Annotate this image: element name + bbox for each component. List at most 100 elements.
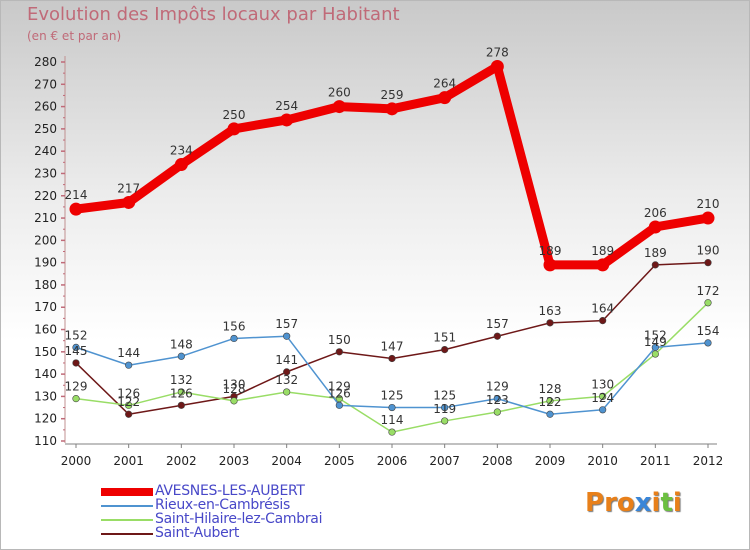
data-label-1-2009: 189 — [539, 244, 562, 258]
series-point-1-2001 — [122, 195, 136, 209]
data-label-3-2001: 126 — [117, 386, 140, 400]
y-tick-label-250: 250 — [34, 122, 57, 136]
data-label-4-2011: 189 — [644, 246, 667, 260]
series-4 — [72, 259, 712, 418]
data-label-2-2004: 157 — [275, 317, 298, 331]
series-point-4-2000 — [72, 359, 80, 367]
y-tick-label-170: 170 — [34, 300, 57, 314]
data-label-3-2008: 123 — [486, 393, 509, 407]
chart-subtitle: (en € et par an) — [27, 29, 122, 43]
data-label-4-2001: 122 — [117, 395, 140, 409]
series-point-4-2004 — [283, 368, 291, 376]
series-point-4-2002 — [177, 401, 185, 409]
data-label-4-2006: 147 — [381, 340, 404, 354]
data-label-4-2002: 126 — [170, 386, 193, 400]
proxiti-logo: Proxiti — [585, 488, 682, 518]
y-tick-label-270: 270 — [34, 77, 57, 91]
data-labels: 214 217 234 250 254 260 259 264 278 189 189 206 210 1… — [65, 45, 720, 427]
data-label-3-2010: 130 — [591, 377, 614, 391]
data-label-2-2008: 129 — [486, 380, 509, 394]
series-point-1-2003 — [227, 122, 241, 136]
data-label-1-2004: 254 — [275, 99, 298, 113]
y-tick-label-210: 210 — [34, 211, 57, 225]
y-tick-label-190: 190 — [34, 256, 57, 270]
logo-letter: o — [616, 488, 635, 518]
data-label-2-2001: 144 — [117, 346, 140, 360]
series-1 — [69, 59, 715, 272]
y-tick-label-260: 260 — [34, 100, 57, 114]
series-point-3-2000 — [72, 395, 80, 403]
y-tick-label-110: 110 — [34, 434, 57, 448]
x-tick-label-2005: 2005 — [324, 454, 355, 468]
legend-swatch-rieux — [101, 505, 153, 507]
data-label-1-2000: 214 — [65, 188, 88, 202]
series-point-3-2010 — [599, 392, 607, 401]
data-label-4-2004: 141 — [275, 353, 298, 367]
data-label-3-2003: 128 — [223, 382, 246, 396]
data-label-2-2010: 124 — [591, 391, 614, 405]
series-point-2-2009 — [546, 410, 554, 418]
x-tick-label-2012: 2012 — [693, 454, 724, 468]
series-point-3-2008 — [493, 408, 501, 416]
series-point-3-2012 — [704, 299, 712, 307]
data-label-2-2002: 148 — [170, 337, 193, 351]
data-label-4-2007: 151 — [433, 331, 456, 345]
x-tick-label-2010: 2010 — [587, 454, 618, 468]
series-point-3-2009 — [546, 397, 554, 405]
y-tick-label-130: 130 — [34, 389, 57, 403]
data-label-2-2011: 152 — [644, 328, 667, 342]
series-point-4-2005 — [335, 348, 343, 356]
series-point-1-2007 — [438, 91, 452, 105]
y-tick-label-140: 140 — [34, 367, 57, 381]
legend-label-saint-hilaire: Saint-Hilaire-lez-Cambrai — [155, 511, 323, 527]
data-label-3-2012: 172 — [697, 284, 720, 298]
y-tick-label-220: 220 — [34, 189, 57, 203]
legend-label-rieux: Rieux-en-Cambrésis — [155, 497, 290, 513]
x-tick-label-2008: 2008 — [482, 454, 513, 468]
series-point-1-2000 — [69, 202, 83, 216]
x-tick-label-2003: 2003 — [219, 454, 250, 468]
series-point-4-2009 — [546, 319, 554, 327]
data-label-4-2000: 145 — [65, 344, 88, 358]
data-label-1-2007: 264 — [433, 77, 456, 91]
series-point-2-2002 — [177, 352, 185, 360]
series-point-1-2008 — [490, 59, 504, 73]
x-tick-label-2009: 2009 — [535, 454, 566, 468]
data-label-4-2012: 190 — [697, 244, 720, 258]
series-point-4-2008 — [493, 332, 501, 340]
series-point-2-2003 — [230, 334, 238, 343]
series-point-3-2003 — [230, 397, 238, 405]
series-layer — [69, 59, 715, 436]
x-tick-label-2006: 2006 — [377, 454, 408, 468]
series-point-4-2011 — [651, 261, 659, 269]
data-label-1-2006: 259 — [381, 88, 404, 102]
series-point-2-2007 — [441, 403, 449, 412]
series-point-3-2001 — [125, 401, 133, 409]
series-point-1-2006 — [385, 102, 399, 116]
series-point-2-2001 — [125, 361, 133, 369]
y-tick-label-160: 160 — [34, 323, 57, 337]
data-label-4-2009: 163 — [539, 304, 562, 318]
y-tick-label-280: 280 — [34, 55, 57, 69]
y-tick-label-200: 200 — [34, 233, 57, 247]
series-point-4-2007 — [441, 345, 449, 354]
data-label-4-2005: 150 — [328, 333, 351, 347]
data-label-2-2006: 125 — [381, 389, 404, 403]
data-label-1-2002: 234 — [170, 144, 193, 158]
series-point-2-2012 — [704, 339, 712, 347]
series-point-2-2011 — [651, 343, 659, 351]
series-point-3-2011 — [651, 350, 659, 358]
series-3 — [72, 299, 712, 436]
series-point-1-2012 — [701, 211, 715, 225]
logo-letter: i — [672, 488, 682, 518]
series-point-3-2004 — [283, 388, 291, 396]
data-label-4-2003: 130 — [223, 377, 246, 391]
data-label-2-2007: 125 — [433, 389, 456, 403]
data-label-4-2010: 164 — [591, 302, 614, 316]
y-tick-label-180: 180 — [34, 278, 57, 292]
y-tick-label-150: 150 — [34, 345, 57, 359]
series-point-3-2006 — [388, 428, 396, 436]
data-label-1-2010: 189 — [591, 244, 614, 258]
